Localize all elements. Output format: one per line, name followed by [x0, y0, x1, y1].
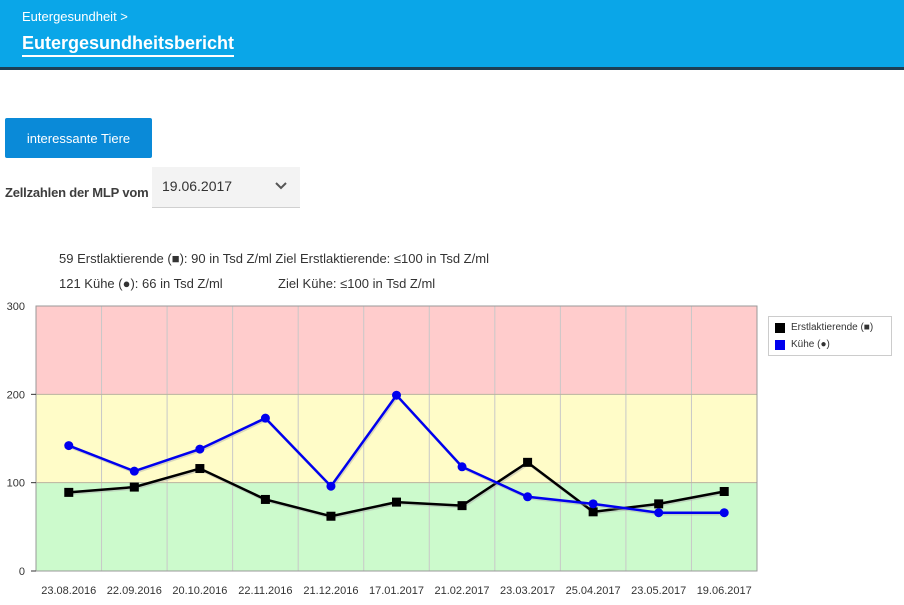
point-cows — [326, 481, 336, 491]
point-cows — [654, 508, 664, 518]
mlp-date-label: Zellzahlen der MLP vom — [5, 185, 149, 200]
y-tick-label: 300 — [7, 301, 25, 313]
point-first-lactation — [719, 487, 729, 496]
chart-legend: Erstlaktierende (■) Kühe (●) — [768, 316, 892, 356]
chevron-down-icon — [274, 179, 288, 198]
x-tick-label: 25.04.2017 — [566, 585, 621, 597]
band-1 — [36, 394, 757, 483]
point-first-lactation — [588, 507, 598, 517]
point-cows — [588, 499, 598, 509]
point-first-lactation — [129, 482, 139, 492]
point-cows — [64, 441, 74, 451]
mlp-date-value: 19.06.2017 — [162, 178, 233, 194]
point-first-lactation — [326, 511, 336, 521]
point-first-lactation — [260, 494, 270, 504]
band-0 — [36, 482, 757, 571]
legend-swatch-cows — [775, 339, 785, 350]
x-tick-label: 22.11.2016 — [238, 585, 292, 597]
legend-swatch-first-lactation — [775, 322, 785, 333]
point-cows — [719, 508, 729, 518]
breadcrumb[interactable]: Eutergesundheit > — [22, 9, 128, 24]
info-first-lactation: 59 Erstlaktierende (■): 90 in Tsd Z/ml Z… — [59, 251, 489, 266]
legend-item-cows[interactable]: Kühe (●) — [775, 339, 830, 350]
y-tick-label: 100 — [7, 478, 25, 490]
point-first-lactation — [195, 464, 205, 474]
y-tick-label: 200 — [7, 389, 25, 401]
point-cows — [392, 390, 401, 400]
x-tick-label: 19.06.2017 — [697, 585, 752, 597]
app-header: Eutergesundheit > Eutergesundheitsberich… — [0, 0, 904, 70]
interesting-animals-button[interactable]: interessante Tiere — [5, 118, 152, 158]
point-cows — [523, 492, 533, 502]
x-tick-label: 22.09.2016 — [107, 585, 162, 597]
y-tick-label: 0 — [19, 566, 25, 578]
page-title: Eutergesundheitsbericht — [22, 33, 235, 57]
point-first-lactation — [64, 487, 74, 497]
legend-item-first-lactation[interactable]: Erstlaktierende (■) — [775, 322, 873, 333]
point-first-lactation — [457, 501, 467, 511]
x-tick-label: 23.03.2017 — [500, 585, 555, 597]
somatic-cell-chart: 0 100 200 300 23.08.2016 22.09.2016 20.10.2016… — [7, 301, 758, 597]
point-cows — [195, 444, 205, 454]
point-cows — [457, 462, 467, 472]
band-2 — [36, 306, 757, 395]
point-first-lactation — [392, 497, 401, 507]
legend-label-cows: Kühe (●) — [791, 339, 830, 350]
plot-border — [35, 305, 758, 572]
point-first-lactation — [654, 499, 664, 509]
point-cows — [260, 413, 270, 423]
legend-label-first-lactation: Erstlaktierende (■) — [791, 322, 874, 333]
info-cows-target: Ziel Kühe: ≤100 in Tsd Z/ml — [278, 276, 436, 291]
x-tick-label: 21.12.2016 — [303, 585, 358, 597]
point-first-lactation — [523, 457, 533, 467]
x-tick-label: 17.01.2017 — [369, 585, 424, 597]
info-cows: 121 Kühe (●): 66 in Tsd Z/ml — [59, 276, 223, 291]
mlp-date-select[interactable]: 19.06.2017 — [152, 167, 300, 208]
x-tick-label: 23.05.2017 — [631, 585, 686, 597]
x-tick-label: 20.10.2016 — [172, 585, 227, 597]
x-tick-label: 21.02.2017 — [435, 585, 490, 597]
x-tick-label: 23.08.2016 — [41, 585, 96, 597]
point-cows — [129, 466, 139, 476]
